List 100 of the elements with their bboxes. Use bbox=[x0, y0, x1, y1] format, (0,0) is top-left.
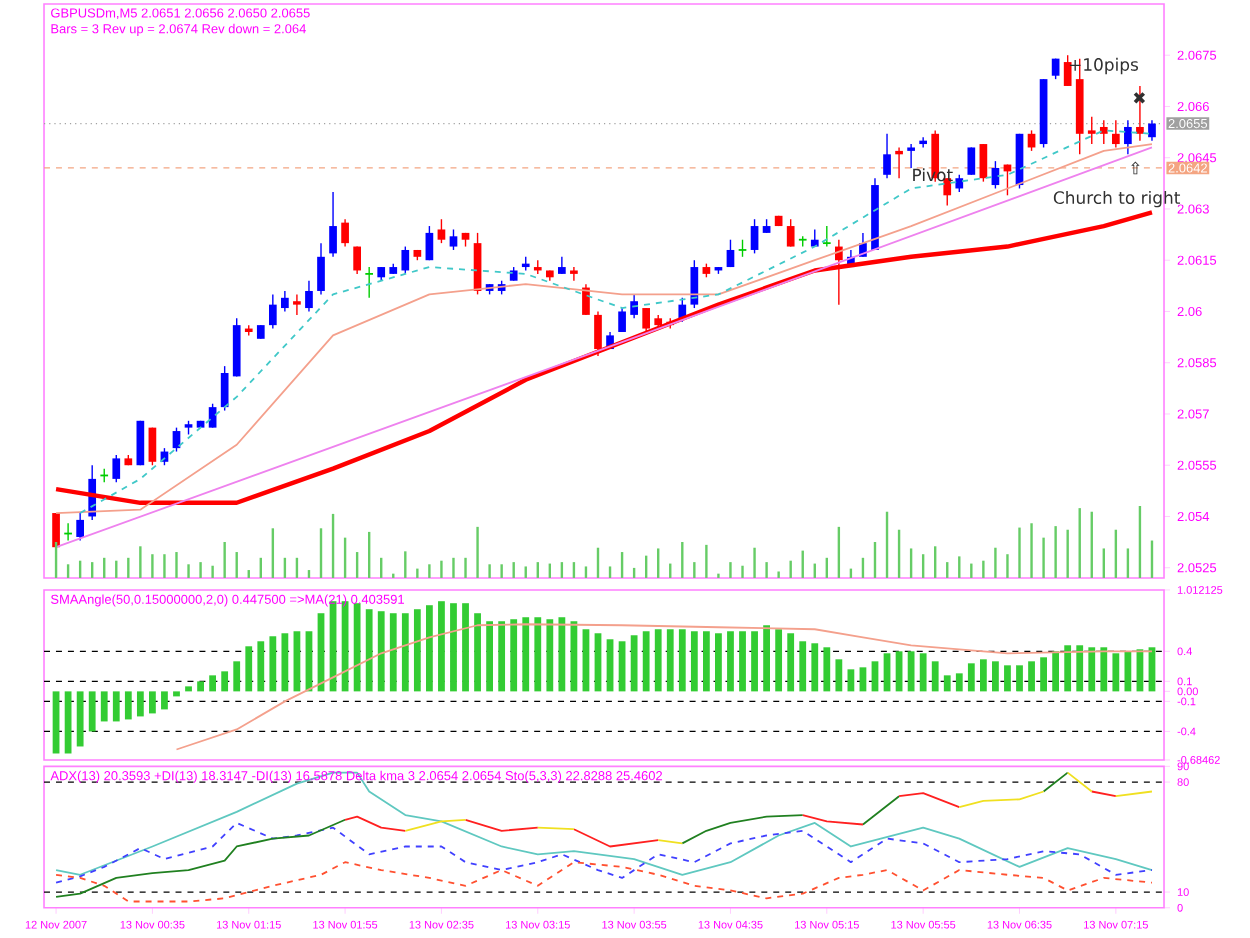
bar bbox=[462, 603, 469, 692]
bar bbox=[1124, 651, 1132, 692]
candlestick bbox=[401, 245, 410, 275]
candlestick bbox=[883, 133, 891, 179]
bar bbox=[702, 631, 710, 692]
bar bbox=[377, 611, 385, 692]
bar bbox=[919, 653, 927, 692]
bar bbox=[365, 609, 373, 692]
bar bbox=[149, 691, 156, 714]
bar bbox=[197, 681, 204, 692]
candlestick bbox=[895, 146, 903, 179]
bar bbox=[1076, 645, 1084, 692]
bar bbox=[221, 671, 229, 692]
candlestick bbox=[582, 283, 590, 316]
line-series bbox=[55, 822, 1153, 884]
candlestick bbox=[148, 426, 157, 466]
candlestick bbox=[1148, 119, 1156, 142]
candlestick bbox=[449, 228, 458, 251]
bar bbox=[281, 633, 289, 692]
bar bbox=[498, 621, 506, 692]
bar bbox=[907, 651, 915, 692]
candlestick bbox=[822, 225, 832, 248]
bar bbox=[173, 691, 180, 697]
candlestick bbox=[76, 512, 84, 542]
bar bbox=[1112, 653, 1120, 692]
candlestick bbox=[112, 454, 121, 483]
candlestick bbox=[341, 218, 349, 248]
bar bbox=[401, 613, 409, 692]
bar bbox=[630, 635, 638, 692]
annotation: Church to right bbox=[1053, 190, 1181, 208]
candlestick bbox=[1087, 116, 1096, 145]
bar bbox=[389, 613, 397, 692]
bar bbox=[751, 631, 758, 692]
bar bbox=[534, 617, 542, 692]
bar bbox=[1064, 645, 1072, 692]
bar bbox=[474, 613, 481, 692]
bar bbox=[1100, 647, 1108, 692]
candlestick bbox=[220, 365, 229, 412]
bar bbox=[558, 617, 566, 692]
bar bbox=[136, 691, 144, 717]
candlestick bbox=[919, 136, 928, 149]
candlestick bbox=[907, 143, 915, 169]
candlestick bbox=[281, 290, 289, 313]
bar bbox=[1052, 651, 1060, 692]
bar bbox=[1040, 657, 1047, 692]
bar bbox=[654, 629, 662, 692]
bar bbox=[124, 691, 132, 720]
candlestick bbox=[618, 307, 626, 333]
bar bbox=[112, 691, 120, 722]
bar bbox=[715, 633, 722, 692]
bar bbox=[967, 663, 975, 692]
bar bbox=[1016, 665, 1023, 692]
candlestick bbox=[353, 245, 361, 275]
candlestick bbox=[317, 242, 325, 296]
candlestick bbox=[690, 259, 699, 309]
bar bbox=[438, 601, 445, 692]
candlestick bbox=[437, 218, 446, 244]
line-series bbox=[53, 210, 1155, 505]
candlestick bbox=[642, 307, 651, 333]
bar bbox=[245, 646, 253, 692]
candlestick bbox=[786, 218, 795, 248]
candlestick bbox=[1099, 119, 1108, 145]
bar bbox=[1004, 665, 1011, 692]
bar bbox=[727, 631, 734, 692]
bar bbox=[353, 603, 361, 692]
bar bbox=[233, 661, 241, 692]
bar bbox=[955, 673, 963, 692]
bar bbox=[943, 675, 951, 692]
candlestick bbox=[364, 266, 374, 299]
bar bbox=[690, 631, 698, 692]
candlestick bbox=[268, 293, 277, 330]
bar bbox=[739, 631, 746, 692]
bar bbox=[799, 641, 807, 692]
candlestick bbox=[1063, 54, 1072, 87]
bar bbox=[161, 691, 168, 710]
bar bbox=[931, 661, 939, 692]
bar bbox=[823, 647, 831, 692]
bar bbox=[847, 669, 855, 692]
bar bbox=[522, 617, 530, 692]
bar bbox=[775, 629, 783, 692]
candlestick bbox=[750, 218, 759, 255]
candlestick bbox=[967, 146, 976, 176]
candlestick bbox=[293, 293, 301, 316]
bar bbox=[835, 659, 843, 692]
annotation: ⇧ bbox=[1131, 161, 1140, 175]
bar bbox=[185, 686, 192, 692]
candlestick bbox=[305, 280, 313, 313]
bar bbox=[64, 691, 72, 754]
line-series bbox=[55, 861, 1153, 903]
bar bbox=[787, 633, 795, 692]
bar bbox=[811, 643, 819, 692]
candlestick bbox=[570, 266, 578, 282]
bar bbox=[76, 691, 84, 747]
bar bbox=[413, 609, 421, 692]
bar bbox=[450, 603, 457, 692]
candlestick bbox=[425, 225, 434, 261]
candlestick bbox=[1111, 119, 1120, 149]
bar bbox=[486, 621, 494, 692]
bar bbox=[678, 629, 686, 692]
candlestick bbox=[1124, 119, 1132, 155]
